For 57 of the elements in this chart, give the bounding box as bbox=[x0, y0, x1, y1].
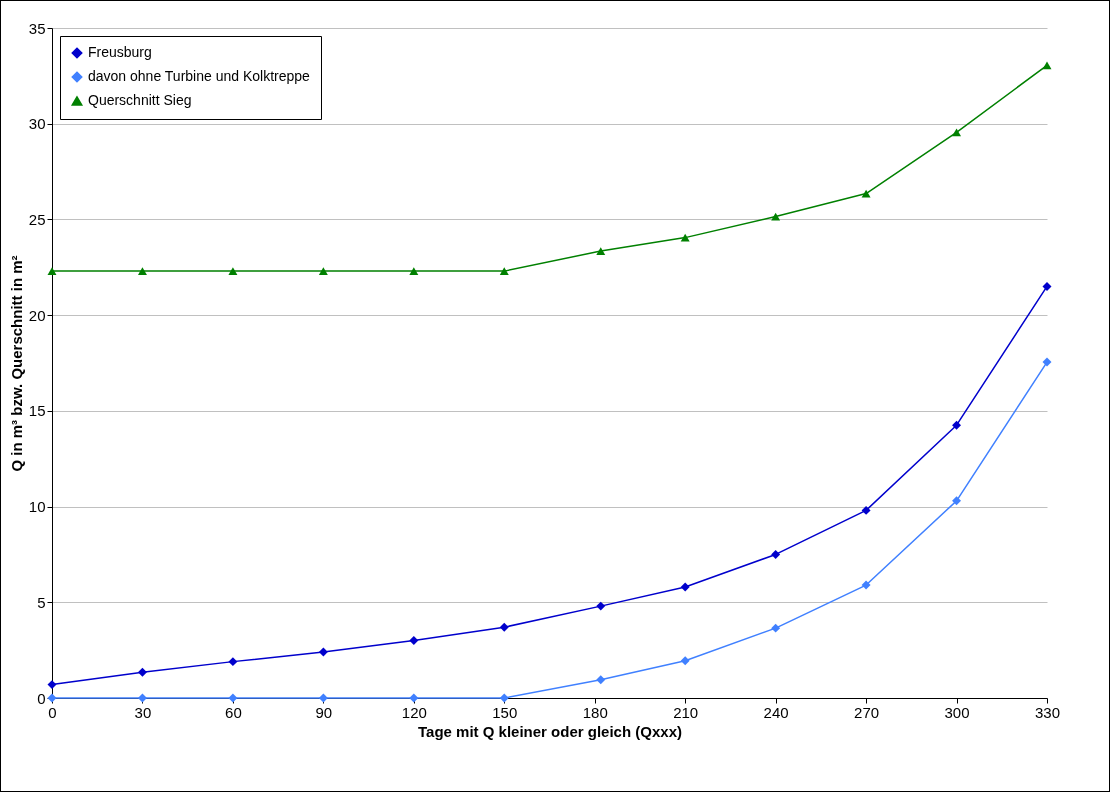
y-tick-label: 25 bbox=[28, 210, 46, 228]
point bbox=[499, 622, 509, 632]
y-tick-label: 0 bbox=[37, 689, 46, 707]
point bbox=[318, 267, 328, 275]
x-tick-label: 120 bbox=[401, 703, 427, 721]
point bbox=[1042, 61, 1052, 70]
x-tick-label: 210 bbox=[673, 703, 699, 721]
point bbox=[137, 693, 147, 703]
point bbox=[596, 247, 606, 255]
y-tick-label: 30 bbox=[28, 115, 46, 133]
point bbox=[1042, 357, 1052, 367]
point bbox=[771, 623, 781, 633]
x-tick-label: 90 bbox=[315, 703, 333, 721]
point bbox=[137, 267, 147, 275]
x-tick-label: 0 bbox=[48, 703, 57, 721]
x-tick-label: 300 bbox=[944, 703, 970, 721]
point bbox=[318, 647, 328, 657]
point bbox=[409, 636, 419, 646]
point bbox=[228, 267, 238, 275]
point bbox=[861, 580, 871, 590]
x-tick-label: 240 bbox=[763, 703, 789, 721]
point bbox=[47, 680, 57, 690]
y-tick-label: 15 bbox=[28, 402, 46, 420]
legend-label: Querschnitt Sieg bbox=[88, 92, 192, 108]
point bbox=[1042, 281, 1052, 291]
y-tick-label: 10 bbox=[28, 498, 46, 516]
point bbox=[952, 420, 962, 430]
point bbox=[952, 496, 962, 506]
x-tick-label: 60 bbox=[225, 703, 242, 721]
legend-label: Freusburg bbox=[88, 44, 152, 60]
y-axis-title: Q in m³ bzw. Querschnitt in m² bbox=[7, 255, 25, 472]
y-tick-label: 35 bbox=[28, 19, 46, 37]
x-axis-title: Tage mit Q kleiner oder gleich (Qxxx) bbox=[418, 722, 682, 740]
point bbox=[596, 675, 606, 685]
point bbox=[228, 693, 238, 703]
point bbox=[409, 267, 419, 275]
point bbox=[499, 267, 509, 275]
point bbox=[409, 693, 419, 703]
x-tick-label: 330 bbox=[1034, 703, 1061, 721]
point bbox=[861, 505, 871, 515]
point bbox=[318, 693, 328, 703]
point bbox=[596, 601, 606, 611]
y-tick-label: 20 bbox=[28, 306, 46, 324]
point bbox=[228, 657, 238, 667]
point bbox=[137, 667, 147, 677]
point bbox=[952, 128, 962, 137]
x-tick-label: 270 bbox=[854, 703, 880, 721]
point bbox=[499, 693, 509, 703]
point bbox=[47, 267, 57, 275]
point bbox=[680, 582, 690, 592]
point bbox=[680, 656, 690, 666]
point bbox=[771, 549, 781, 559]
legend-label: davon ohne Turbine und Kolktreppe bbox=[88, 68, 311, 84]
y-tick-label: 5 bbox=[37, 593, 46, 611]
x-tick-label: 30 bbox=[134, 703, 152, 721]
x-tick-label: 150 bbox=[492, 703, 518, 721]
x-tick-label: 180 bbox=[582, 703, 608, 721]
